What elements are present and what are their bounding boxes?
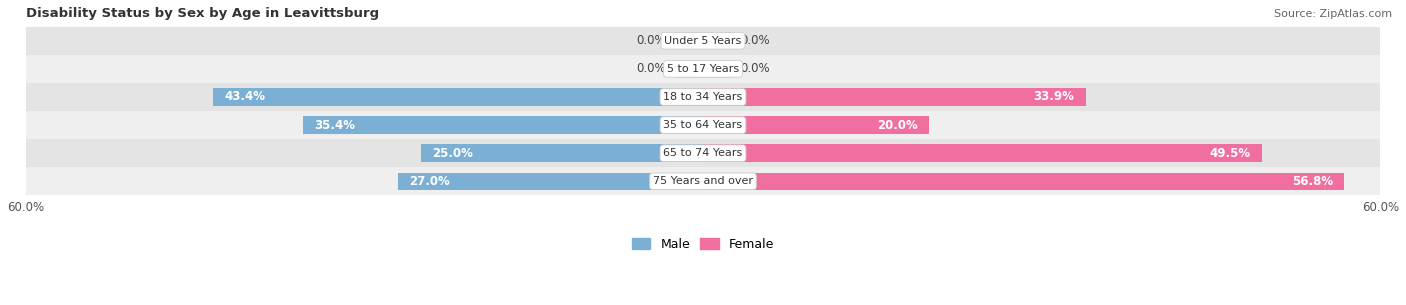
Text: 35.4%: 35.4%	[315, 119, 356, 131]
Bar	[675, 32, 703, 49]
Bar	[212, 88, 703, 106]
Bar	[25, 27, 1381, 55]
Bar	[304, 117, 703, 134]
Text: 27.0%: 27.0%	[409, 175, 450, 188]
Text: 0.0%: 0.0%	[636, 34, 665, 47]
Bar	[25, 83, 1381, 111]
Bar	[398, 173, 703, 190]
Bar	[25, 139, 1381, 167]
Text: 25.0%: 25.0%	[432, 147, 472, 160]
Bar	[703, 145, 1263, 162]
Text: Under 5 Years: Under 5 Years	[665, 36, 741, 46]
Text: 33.9%: 33.9%	[1033, 91, 1074, 103]
Text: 0.0%: 0.0%	[636, 62, 665, 75]
Text: Disability Status by Sex by Age in Leavittsburg: Disability Status by Sex by Age in Leavi…	[25, 7, 378, 20]
Bar	[25, 55, 1381, 83]
Text: 65 to 74 Years: 65 to 74 Years	[664, 148, 742, 158]
Legend: Male, Female: Male, Female	[627, 233, 779, 256]
Text: 49.5%: 49.5%	[1209, 147, 1251, 160]
Bar	[25, 111, 1381, 139]
Text: 5 to 17 Years: 5 to 17 Years	[666, 64, 740, 74]
Text: 75 Years and over: 75 Years and over	[652, 176, 754, 186]
Text: 0.0%: 0.0%	[741, 62, 770, 75]
Text: 56.8%: 56.8%	[1292, 175, 1333, 188]
Bar	[675, 60, 703, 77]
Text: 35 to 64 Years: 35 to 64 Years	[664, 120, 742, 130]
Bar	[703, 88, 1085, 106]
Bar	[703, 173, 1344, 190]
Text: 0.0%: 0.0%	[741, 34, 770, 47]
Text: 18 to 34 Years: 18 to 34 Years	[664, 92, 742, 102]
Bar	[703, 32, 731, 49]
Bar	[420, 145, 703, 162]
Text: 43.4%: 43.4%	[224, 91, 266, 103]
Bar	[25, 167, 1381, 196]
Bar	[703, 60, 731, 77]
Bar	[703, 117, 929, 134]
Text: Source: ZipAtlas.com: Source: ZipAtlas.com	[1274, 9, 1392, 19]
Text: 20.0%: 20.0%	[877, 119, 918, 131]
